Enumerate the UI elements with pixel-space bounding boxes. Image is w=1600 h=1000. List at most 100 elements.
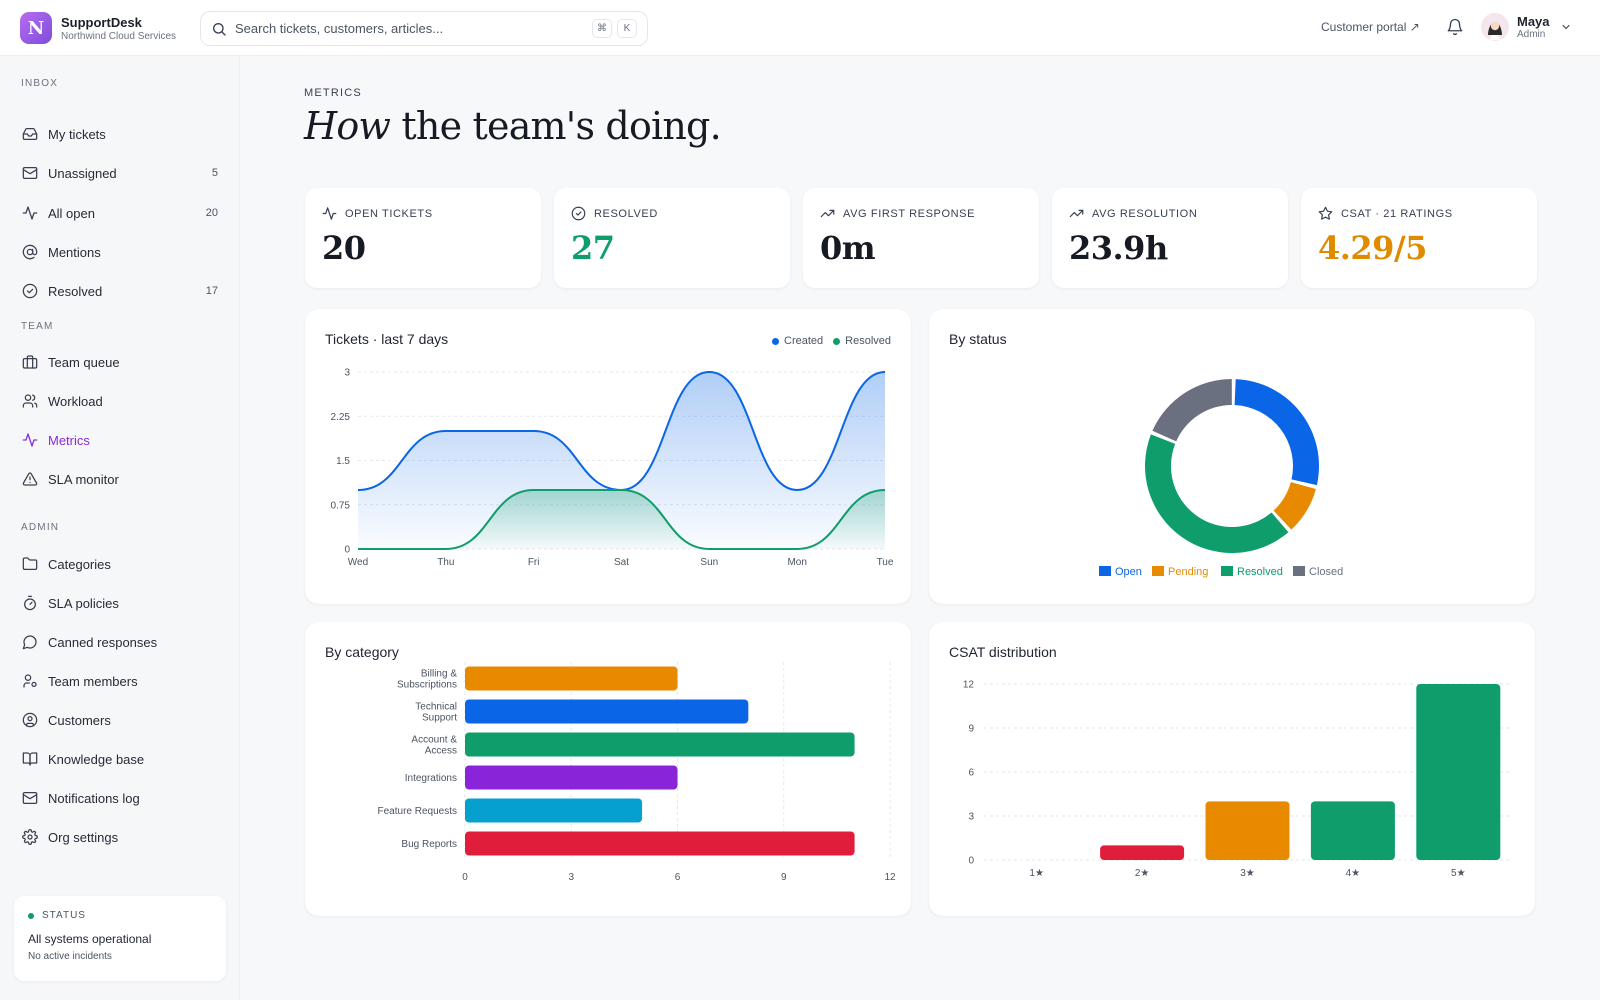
- check-circle-icon: [571, 206, 586, 221]
- category-label: Bug Reports: [401, 839, 457, 850]
- legend-label-pending: Pending: [1168, 566, 1208, 578]
- y-tick-label: 2.25: [331, 412, 351, 423]
- category-bar[interactable]: [465, 666, 678, 691]
- category-bar[interactable]: [465, 732, 855, 757]
- csat-bar[interactable]: [1100, 845, 1185, 860]
- sidebar-item-my-tickets[interactable]: My tickets: [12, 117, 228, 151]
- users-icon: [22, 394, 38, 408]
- search-bar[interactable]: ⌘ K: [200, 11, 648, 46]
- category-bar[interactable]: [465, 798, 643, 823]
- legend-swatch: [1099, 566, 1111, 576]
- sidebar-item-count: 17: [205, 285, 218, 297]
- timer-icon: [24, 595, 36, 611]
- category-label: Technical: [415, 702, 457, 713]
- sidebar-item-all-open[interactable]: All open 20: [12, 196, 228, 230]
- donut-slice-pending[interactable]: [1273, 482, 1316, 530]
- kpi-header: RESOLVED: [571, 206, 773, 221]
- sidebar-item-metrics[interactable]: Metrics: [12, 423, 228, 457]
- app-name: SupportDesk: [61, 14, 142, 30]
- sidebar-item-label: Metrics: [48, 432, 90, 448]
- status-dot: [28, 912, 34, 919]
- inbox-icon: [22, 128, 38, 140]
- at-sign-icon: [22, 244, 38, 260]
- sidebar-item-label: Categories: [48, 556, 111, 572]
- kpi-label: AVG RESOLUTION: [1092, 207, 1198, 220]
- x-tick-label: Sun: [700, 557, 718, 568]
- sidebar-item-team-queue[interactable]: Team queue: [12, 345, 228, 379]
- shortcut-cmd-key: ⌘: [592, 19, 612, 38]
- sidebar-item-resolved[interactable]: Resolved 17: [12, 274, 228, 308]
- user-menu[interactable]: Maya Admin: [1481, 13, 1572, 41]
- y-tick-label: 3: [968, 812, 974, 823]
- nav-section-admin: ADMIN: [21, 522, 60, 533]
- sidebar-item-team-members[interactable]: Team members: [12, 664, 228, 698]
- sidebar-item-customers[interactable]: Customers: [12, 703, 228, 737]
- category-label: Billing &: [421, 669, 457, 680]
- user-circle-icon: [22, 712, 38, 728]
- category-bar[interactable]: [465, 831, 855, 856]
- bell-icon[interactable]: [1446, 18, 1464, 36]
- sidebar-item-label: Team queue: [48, 354, 120, 370]
- category-label: Access: [425, 746, 457, 757]
- sidebar-item-count: 5: [211, 167, 218, 179]
- shortcut-k-key: K: [617, 19, 637, 38]
- alert-triangle-icon: [22, 472, 38, 486]
- mail-icon: [22, 792, 38, 804]
- x-tick-label: 3: [568, 872, 574, 883]
- csat-bar[interactable]: [1205, 801, 1290, 860]
- category-bar[interactable]: [465, 765, 678, 790]
- sidebar-item-workload[interactable]: Workload: [12, 384, 228, 418]
- donut-slice-closed[interactable]: [1152, 379, 1232, 442]
- sidebar-item-sla-monitor[interactable]: SLA monitor: [12, 462, 228, 496]
- kpi-card-2: RESOLVED 27: [554, 188, 790, 288]
- sidebar-item-label: My tickets: [48, 126, 106, 142]
- kpi-value: 20: [322, 229, 366, 267]
- sidebar-item-knowledge-base[interactable]: Knowledge base: [12, 742, 228, 776]
- sidebar-item-org-settings[interactable]: Org settings: [12, 820, 228, 854]
- kpi-value: 0m: [820, 229, 876, 267]
- donut-slice-resolved[interactable]: [1145, 434, 1289, 553]
- tickets-chart-title: Tickets · last 7 days: [325, 331, 449, 347]
- sidebar-item-label: Resolved: [48, 283, 103, 299]
- y-tick-label: 1.5: [336, 456, 350, 467]
- user-name: Maya: [1517, 14, 1550, 29]
- sidebar-item-label: Customers: [48, 712, 111, 728]
- series-line-created: [357, 370, 886, 492]
- y-tick-label: 3: [344, 368, 350, 379]
- x-tick-label: 5★: [1451, 868, 1466, 879]
- category-label: Subscriptions: [397, 680, 457, 691]
- category-bar[interactable]: [465, 699, 749, 724]
- kpi-card-4: AVG RESOLUTION 23.9h: [1052, 188, 1288, 288]
- customer-portal-link[interactable]: Customer portal ↗: [1321, 20, 1420, 34]
- sidebar-item-sla-policies[interactable]: SLA policies: [12, 586, 228, 620]
- sidebar-item-notifications-log[interactable]: Notifications log: [12, 781, 228, 815]
- brand[interactable]: N SupportDesk Northwind Cloud Services: [20, 12, 176, 44]
- donut-slice-open[interactable]: [1234, 379, 1319, 486]
- y-tick-label: 0: [968, 856, 974, 867]
- app-logo: N: [20, 12, 52, 44]
- category-label: Integrations: [405, 773, 457, 784]
- page-title-italic: How: [304, 104, 391, 148]
- area-fill-created: [358, 372, 885, 549]
- csat-chart-title: CSAT distribution: [949, 644, 1057, 660]
- csat-bar[interactable]: [1416, 684, 1501, 860]
- activity-icon: [322, 207, 337, 220]
- sidebar-item-count: 20: [205, 207, 218, 219]
- tickets-area-chart: 0 0.75 1.5 2.25 3 Wed Thu Fri Sat Sun Mon Tue: [331, 368, 894, 569]
- gear-icon: [22, 829, 38, 845]
- sidebar-item-categories[interactable]: Categories: [12, 547, 228, 581]
- sidebar: INBOX My tickets Unassigned 5 All open 20 Ment…: [0, 56, 240, 1000]
- sidebar-item-label: Canned responses: [48, 634, 158, 650]
- search-input[interactable]: [235, 21, 587, 36]
- trending-up-icon: [1069, 209, 1084, 218]
- category-label: Support: [422, 713, 457, 724]
- x-tick-label: Thu: [437, 557, 454, 568]
- kpi-value: 4.29/5: [1318, 229, 1427, 267]
- sidebar-item-mentions[interactable]: Mentions: [12, 235, 228, 269]
- status-label: STATUS: [42, 910, 86, 921]
- kpi-label: CSAT · 21 RATINGS: [1341, 207, 1453, 220]
- sidebar-item-canned-responses[interactable]: Canned responses: [12, 625, 228, 659]
- csat-bar[interactable]: [1310, 801, 1395, 860]
- sidebar-item-unassigned[interactable]: Unassigned 5: [12, 156, 228, 190]
- sidebar-item-label: Org settings: [48, 829, 119, 845]
